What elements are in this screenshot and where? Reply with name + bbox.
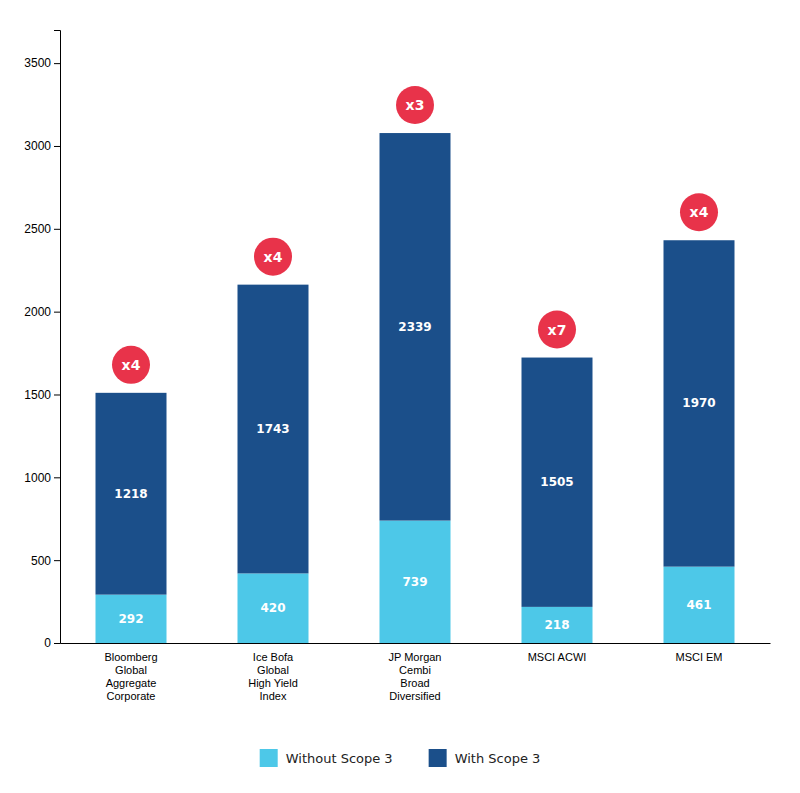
- data-label: 1970: [682, 396, 715, 410]
- annotation: x4: [264, 249, 283, 265]
- x-tick: BloombergGlobalAggregateCorporate: [104, 643, 157, 702]
- legend-label: With Scope 3: [455, 751, 541, 766]
- data-label: 420: [260, 601, 285, 615]
- y-tick-mark: [54, 394, 60, 395]
- bar: [380, 133, 451, 521]
- y-tick: 2500: [24, 222, 60, 236]
- y-tick-label: 2500: [24, 222, 51, 236]
- annotation: x4: [690, 204, 709, 220]
- annotation: x7: [548, 322, 567, 338]
- badge: x4: [112, 346, 150, 384]
- legend-item: With Scope 3: [429, 749, 541, 767]
- y-tick: 3000: [24, 139, 60, 153]
- y-tick-mark: [54, 312, 60, 313]
- x-axis-line: [61, 643, 771, 644]
- annotation: x4: [122, 357, 141, 373]
- y-tick-label: 2000: [24, 305, 51, 319]
- y-tick-mark: [54, 643, 60, 644]
- y-tick: 1000: [24, 471, 60, 485]
- y-tick-mark: [54, 146, 60, 147]
- badge: x7: [538, 311, 576, 349]
- bars: [96, 133, 735, 643]
- y-tick-label: 3500: [24, 56, 51, 70]
- data-label: 739: [402, 575, 427, 589]
- legend-item: Without Scope 3: [260, 749, 393, 767]
- badge-circle: [538, 311, 576, 349]
- bar: [664, 567, 735, 643]
- x-tick: MSCI EM: [675, 643, 722, 663]
- x-tick-label: Ice BofaGlobalHigh YieldIndex: [248, 651, 298, 703]
- series: [96, 133, 735, 607]
- bar: [380, 521, 451, 643]
- y-tick-mark: [54, 229, 60, 230]
- bar: [664, 240, 735, 566]
- data-label: 1505: [540, 475, 573, 489]
- badge-circle: [396, 86, 434, 124]
- y-tick-label: 500: [31, 554, 51, 568]
- badge: x4: [680, 193, 718, 231]
- data-label: 1218: [114, 487, 147, 501]
- x-tick-label: MSCI ACWI: [528, 651, 587, 663]
- x-tick: Ice BofaGlobalHigh YieldIndex: [248, 643, 298, 702]
- y-tick: 500: [31, 554, 60, 568]
- badge-circle: [254, 238, 292, 276]
- y-tick-label: 0: [44, 636, 51, 650]
- bar: [522, 358, 593, 607]
- y-tick-label: 3000: [24, 139, 51, 153]
- y-tick-mark: [54, 63, 60, 64]
- y-tick: 1500: [24, 388, 60, 402]
- annotation: x3: [406, 97, 425, 113]
- badge: x4: [254, 238, 292, 276]
- plot: 0 500 1000 1500 2000 2500 3000 3500 BloombergGlo…: [24, 31, 770, 703]
- x-tick-label: BloombergGlobalAggregateCorporate: [104, 651, 157, 703]
- data-label: 1743: [256, 422, 289, 436]
- x-axis: BloombergGlobalAggregateCorporate Ice Bof…: [61, 643, 771, 702]
- annotations: x4 x4 x3 x7 x4: [112, 86, 718, 384]
- badge-circle: [680, 193, 718, 231]
- legend: Without Scope 3 With Scope 3: [260, 749, 541, 767]
- x-tick: MSCI ACWI: [528, 643, 587, 663]
- data-labels: 292 420 739 218 461 1218 1743 2339 1505 1970: [114, 320, 715, 632]
- badge-circle: [112, 346, 150, 384]
- y-tick: 2000: [24, 305, 60, 319]
- data-label: 2339: [398, 320, 431, 334]
- legend-swatch: [429, 749, 447, 767]
- y-axis: 0 500 1000 1500 2000 2500 3000 3500: [24, 31, 60, 651]
- data-label: 461: [686, 598, 711, 612]
- bar: [238, 573, 309, 643]
- y-tick-mark: [54, 560, 60, 561]
- x-tick: JP MorganCembiBroadDiversified: [389, 643, 442, 702]
- y-tick: 0: [44, 636, 60, 650]
- bar: [96, 393, 167, 595]
- legend-label: Without Scope 3: [286, 751, 393, 766]
- y-tick-label: 1500: [24, 388, 51, 402]
- chart: 0 500 1000 1500 2000 2500 3000 3500 BloombergGlo…: [0, 0, 800, 793]
- bar: [96, 595, 167, 643]
- x-tick-label: JP MorganCembiBroadDiversified: [389, 651, 442, 703]
- data-label: 218: [544, 618, 569, 632]
- y-tick: 3500: [24, 56, 60, 70]
- y-tick-mark: [54, 477, 60, 478]
- legend-swatch: [260, 749, 278, 767]
- x-tick-label: MSCI EM: [675, 651, 722, 663]
- series: [96, 521, 735, 643]
- bar: [522, 607, 593, 643]
- badge: x3: [396, 86, 434, 124]
- y-tick-label: 1000: [24, 471, 51, 485]
- y-axis-line: [54, 31, 61, 644]
- data-label: 292: [118, 612, 143, 626]
- bar: [238, 285, 309, 574]
